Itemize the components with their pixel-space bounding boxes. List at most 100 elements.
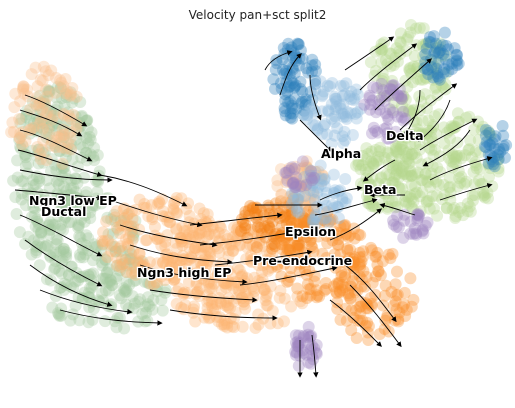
- cell-point: [43, 85, 56, 98]
- cell-point: [248, 285, 261, 298]
- cell-point: [268, 237, 281, 250]
- cell-point: [299, 189, 312, 202]
- cell-point: [155, 239, 168, 252]
- cell-point: [289, 329, 302, 342]
- cell-point: [398, 298, 411, 311]
- cell-point: [120, 233, 133, 246]
- cell-point: [403, 105, 416, 118]
- cell-point: [418, 61, 431, 74]
- cell-point: [120, 298, 133, 311]
- cell-point: [326, 77, 339, 89]
- cell-point: [218, 318, 231, 331]
- cell-point: [31, 80, 44, 93]
- cell-point: [292, 192, 304, 205]
- cell-point: [402, 153, 415, 165]
- cell-point: [110, 259, 123, 272]
- cell-point: [20, 104, 33, 117]
- cell-point: [393, 45, 406, 58]
- cell-point: [304, 221, 317, 234]
- cell-point: [257, 240, 270, 253]
- cell-point: [278, 67, 291, 80]
- cell-point: [212, 268, 225, 281]
- cell-point: [76, 292, 89, 305]
- cell-point: [492, 153, 505, 166]
- cell-point: [403, 157, 416, 170]
- cell-point: [116, 219, 129, 231]
- cell-point: [232, 284, 245, 297]
- cell-point: [252, 318, 265, 331]
- cell-point: [281, 86, 294, 98]
- cell-point: [213, 219, 226, 232]
- cell-point: [49, 140, 62, 152]
- cluster-label-epsilon: Epsilon: [285, 224, 336, 239]
- cell-point: [64, 126, 77, 139]
- cell-point: [404, 138, 417, 151]
- cell-point: [286, 77, 299, 90]
- cell-point: [40, 83, 53, 96]
- cell-point: [405, 192, 418, 205]
- cell-point: [392, 181, 405, 194]
- cell-point: [391, 110, 404, 123]
- cell-point: [304, 357, 317, 370]
- cell-point: [60, 88, 73, 101]
- cell-point: [435, 79, 448, 92]
- cell-point: [363, 89, 376, 102]
- cell-point: [437, 48, 450, 60]
- cell-point: [62, 118, 74, 131]
- cell-point: [302, 283, 315, 296]
- cell-point: [379, 177, 392, 190]
- cell-point: [360, 270, 373, 283]
- cell-point: [345, 93, 357, 106]
- cell-point: [73, 314, 86, 327]
- cell-point: [26, 144, 39, 157]
- cell-point: [393, 306, 406, 319]
- cell-point: [423, 141, 436, 154]
- cell-point: [421, 63, 434, 76]
- velocity-streamline: [374, 58, 433, 111]
- cell-point: [82, 194, 95, 207]
- cell-point: [383, 103, 396, 116]
- cell-point: [43, 128, 56, 140]
- cell-point: [192, 241, 205, 254]
- cell-point: [211, 267, 224, 280]
- cell-point: [366, 157, 379, 170]
- cell-point: [22, 157, 35, 170]
- cell-point: [138, 275, 151, 288]
- cell-point: [372, 177, 385, 190]
- cell-point: [350, 112, 363, 125]
- cell-point: [276, 243, 289, 256]
- cell-point: [237, 295, 250, 308]
- cell-point: [430, 42, 443, 55]
- cell-point: [343, 90, 356, 103]
- cell-point: [287, 194, 300, 207]
- cell-point: [355, 280, 368, 293]
- cell-point: [250, 236, 262, 249]
- cell-point: [392, 90, 405, 103]
- cell-point: [278, 105, 291, 118]
- cell-point: [222, 264, 235, 277]
- cell-point: [365, 297, 378, 310]
- cell-point: [304, 177, 317, 190]
- cell-point: [14, 95, 27, 108]
- cell-point: [15, 193, 28, 206]
- cell-point: [391, 209, 404, 222]
- cell-point: [84, 212, 97, 225]
- cell-point: [53, 144, 66, 157]
- cell-point: [398, 208, 411, 221]
- cell-point: [385, 151, 398, 164]
- cell-point: [58, 212, 71, 225]
- cell-point: [402, 30, 415, 43]
- cell-point: [370, 155, 383, 168]
- cell-point: [287, 177, 300, 190]
- cell-point: [364, 98, 377, 111]
- cell-point: [51, 234, 64, 247]
- cell-point: [301, 278, 314, 291]
- cell-point: [33, 199, 46, 212]
- cell-point: [325, 98, 338, 111]
- cell-point: [265, 238, 278, 251]
- cell-point: [411, 72, 424, 85]
- cell-point: [16, 138, 29, 151]
- cell-point: [375, 83, 388, 96]
- cell-point: [386, 195, 399, 208]
- cell-point: [379, 289, 391, 302]
